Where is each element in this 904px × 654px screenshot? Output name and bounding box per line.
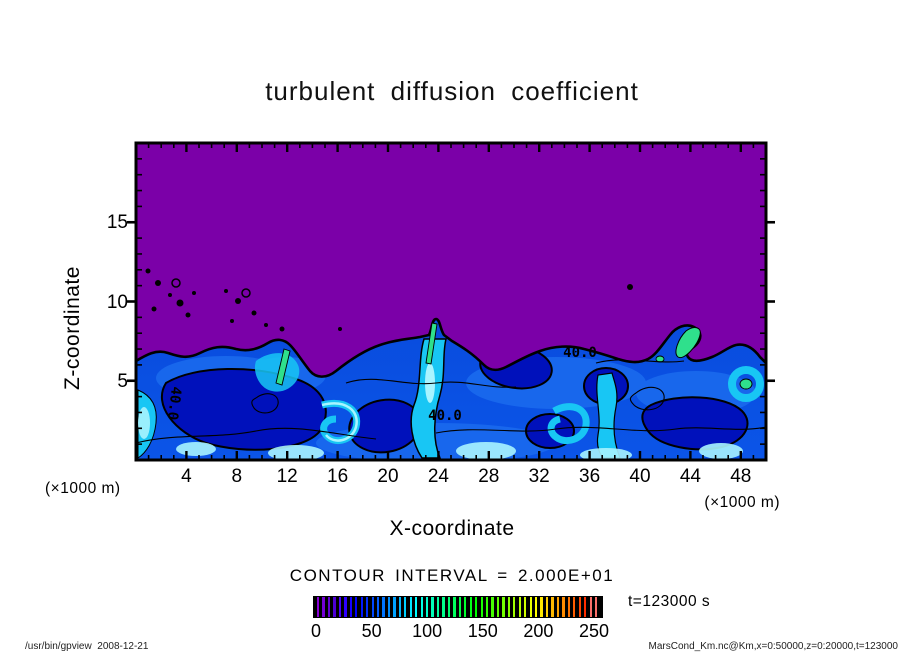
chart-title: turbulent diffusion coefficient	[265, 76, 639, 106]
colorbar-strip	[344, 597, 347, 617]
contour-squiggles	[136, 359, 766, 444]
colorbar-strip	[436, 597, 440, 617]
x-axis-label: X-coordinate	[389, 517, 515, 540]
colorbar-strip	[573, 597, 576, 617]
colorbar-strip	[382, 597, 385, 617]
quiescent-purple-region	[136, 143, 766, 377]
colorbar-tick-label: 50	[361, 621, 382, 641]
x-tick-label: 28	[478, 466, 500, 487]
x-tick-label: 40	[629, 466, 651, 487]
x-tick-label: 48	[730, 466, 752, 487]
colorbar-strip	[458, 597, 461, 617]
colorbar-strip	[507, 597, 511, 617]
plot-area: 40.0 40.0 40.0	[127, 141, 775, 462]
colorbar-strip	[393, 597, 396, 617]
colorbar-strip	[426, 597, 429, 617]
bright-patches	[138, 407, 743, 460]
colorbar-strip	[409, 597, 412, 617]
colorbar-strip	[567, 597, 570, 617]
y-tick-label: 15	[106, 212, 128, 234]
time-annotation: t=123000 s	[628, 593, 711, 610]
x-tick-label: 12	[276, 466, 298, 487]
y-tick-label: 10	[106, 291, 128, 313]
colorbar-strip	[556, 597, 560, 617]
x-unit-note-right: (×1000 m)	[704, 494, 780, 511]
colorbar-strip	[469, 597, 472, 617]
colorbar-strip	[322, 597, 325, 617]
colorbar-strip	[415, 597, 418, 617]
field-layers: 40.0 40.0 40.0	[136, 143, 766, 460]
colorbar-strip	[475, 597, 478, 617]
colorbar-strip	[376, 597, 380, 617]
colorbar-strip	[589, 597, 592, 617]
colorbar-strip	[431, 597, 434, 617]
colorbar-strip	[453, 597, 456, 617]
colorbar-strip	[360, 597, 363, 617]
y-axis-label: Z-coordinate	[61, 266, 84, 390]
colorbar-strip	[333, 597, 336, 617]
x-tick-label: 36	[579, 466, 601, 487]
plot-frame	[134, 141, 768, 462]
footer-command-text: /usr/bin/gpview 2008-12-21	[25, 641, 149, 652]
turbulence-field-plot: 40.0 40.0 40.0	[127, 141, 775, 462]
speckle-contours	[145, 268, 633, 332]
contour-interval-text: CONTOUR INTERVAL = 2.000E+01	[289, 566, 615, 585]
x-tick-label: 20	[377, 466, 399, 487]
x-tick-label: 4	[181, 466, 192, 487]
colorbar-strip	[578, 597, 581, 617]
dark-eddy-cores	[160, 344, 749, 454]
colorbar-strip	[447, 597, 451, 617]
colorbar-strip	[513, 597, 516, 617]
colorbar-strip	[349, 597, 352, 617]
colorbar-strip	[524, 597, 527, 617]
colorbar-strip	[551, 597, 554, 617]
contour-label-left-rotated: 40.0	[164, 386, 184, 421]
contour-label-right: 40.0	[563, 345, 597, 361]
green-streaks	[275, 348, 753, 390]
colorbar-strip	[404, 597, 407, 617]
colorbar-strip	[387, 597, 391, 617]
colorbar-strip	[529, 597, 532, 617]
plume-overshoots	[425, 322, 701, 365]
colorbar-tick-label: 0	[310, 621, 321, 641]
colorbar-strip	[398, 597, 402, 617]
colorbar-strip	[420, 597, 423, 617]
x-tick-label: 32	[528, 466, 550, 487]
colorbar-strip	[442, 597, 445, 617]
colorbar-strip	[317, 597, 320, 617]
colorbar-tick-label: 250	[578, 621, 610, 641]
colorbar-strip	[594, 597, 598, 617]
colorbar-tick-label: 200	[523, 621, 554, 641]
colorbar-strip	[491, 597, 494, 617]
colorbar-strip	[464, 597, 467, 617]
y-tick-label: 5	[117, 370, 128, 392]
colorbar-strip	[355, 597, 358, 617]
x-tick-label: 24	[427, 466, 449, 487]
colorbar-tick-label: 100	[412, 621, 443, 641]
colorbar-strip	[502, 597, 505, 617]
colorbar-strip	[371, 597, 374, 617]
colorbar-strip	[366, 597, 369, 617]
colorbar-strip	[584, 597, 587, 617]
colorbar-strip	[496, 597, 500, 617]
colorbar-strip	[545, 597, 549, 617]
colorbar-strip	[562, 597, 565, 617]
x-tick-label: 44	[679, 466, 701, 487]
colorbar-strip	[327, 597, 331, 617]
x-tick-label: 16	[327, 466, 349, 487]
x-tick-label: 8	[231, 466, 243, 487]
x-unit-note-left: (×1000 m)	[45, 480, 121, 497]
colorbar	[313, 596, 603, 618]
colorbar-tick-label: 150	[467, 621, 498, 641]
colorbar-strip	[518, 597, 521, 617]
colorbar-strip	[480, 597, 483, 617]
colorbar-strip	[485, 597, 489, 617]
colorbar-strip	[535, 597, 538, 617]
contour-label-center: 40.0	[428, 408, 462, 424]
footer-source-text: MarsCond_Km.nc@Km,x=0:50000,z=0:20000,t=…	[648, 641, 898, 652]
colorbar-strip	[338, 597, 342, 617]
colorbar-strip	[540, 597, 543, 617]
